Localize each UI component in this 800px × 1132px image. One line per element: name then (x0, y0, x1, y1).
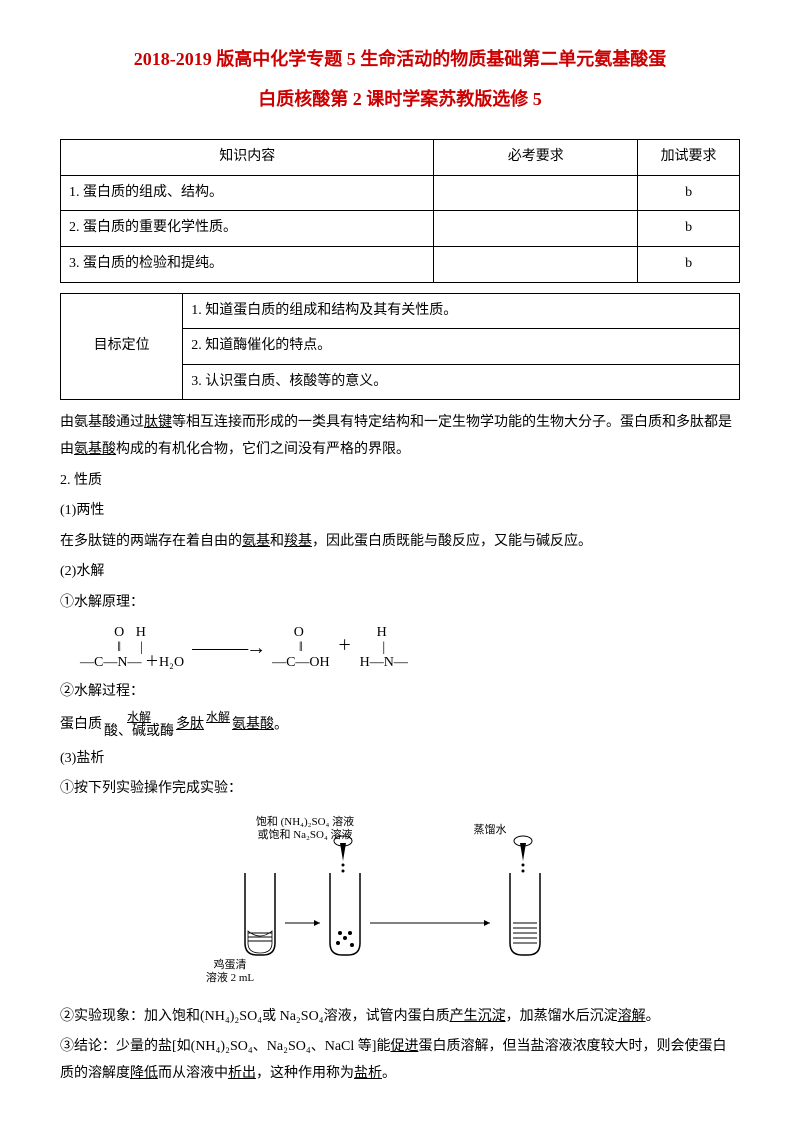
cell: 1. 蛋白质的组成、结构。 (61, 175, 434, 211)
dropper-label-2: 蒸馏水 (474, 822, 507, 836)
atoms-bot: H—N— (360, 655, 408, 670)
hydrolysis-equation: O H ‖ | —C—N— ＋H₂O ———→ O ‖ —C—OH ＋ H | … (80, 625, 740, 671)
step-polypeptide: 多肽 (176, 712, 204, 739)
text: 由氨基酸通过 (60, 415, 144, 430)
underline-cooh: 羧基 (284, 534, 312, 549)
cell (434, 246, 638, 282)
cell (434, 175, 638, 211)
cell: b (638, 246, 740, 282)
obj-label: 目标定位 (61, 293, 183, 400)
intro-paragraph: 由氨基酸通过肽键等相互连接而形成的一类具有特定结构和一定生物学功能的生物大分子。… (60, 410, 740, 463)
th-required: 必考要求 (434, 140, 638, 176)
underline-amino: 氨基酸 (74, 442, 116, 457)
step-aminoacid: 氨基酸 (232, 712, 274, 739)
reaction-arrow: ———→ (192, 629, 264, 667)
objectives-table: 目标定位 1. 知道蛋白质的组成和结构及其有关性质。 2. 知道酶催化的特点。 … (60, 293, 740, 401)
text: ，加蒸馏水后沉淀 (506, 1009, 618, 1024)
text: 。 (646, 1009, 660, 1024)
hydrolysis-process: 蛋白质水解酸、碱或酶多肽水解 氨基酸。 (60, 711, 740, 740)
underline-separate: 析出 (228, 1066, 256, 1081)
cell (434, 211, 638, 247)
th-content: 知识内容 (61, 140, 434, 176)
atoms-top: O (272, 625, 330, 640)
product-amine: H | H—N— (360, 625, 408, 671)
tube-label: 鸡蛋清 (214, 957, 247, 971)
cell: b (638, 211, 740, 247)
tube-vol: 溶液 2 mL (206, 970, 255, 983)
tube-2 (330, 873, 360, 955)
text: 。 (382, 1066, 396, 1081)
obj-item: 3. 认识蛋白质、核酸等的意义。 (183, 364, 740, 400)
subsec-saltout: (3)盐析 (60, 746, 740, 773)
subsec-amphoteric: (1)两性 (60, 498, 740, 525)
text: 和 (270, 534, 284, 549)
atoms-bot: —C—OH (272, 655, 330, 670)
atoms-bot: —C—N— ＋H₂O (80, 655, 184, 670)
requirements-table: 知识内容 必考要求 加试要求 1. 蛋白质的组成、结构。 b 2. 蛋白质的重要… (60, 139, 740, 282)
atoms-top: H (360, 625, 408, 640)
cell: b (638, 175, 740, 211)
subsec-hydrolysis: (2)水解 (60, 559, 740, 586)
sec-properties: 2. 性质 (60, 468, 740, 495)
arrow-step-1: 水解酸、碱或酶 (104, 711, 174, 740)
underline-saltout: 盐析 (354, 1066, 382, 1081)
saltout-op-label: ①按下列实验操作完成实验： (60, 776, 740, 803)
arrow-label: 水解 (206, 711, 230, 724)
period: 。 (274, 718, 288, 733)
text: 而从溶液中 (158, 1066, 228, 1081)
text: ，这种作用称为 (256, 1066, 354, 1081)
table-row: 3. 蛋白质的检验和提纯。 b (61, 246, 740, 282)
product-acid: O ‖ —C—OH (272, 625, 330, 671)
dropper-label-1a: 饱和 (NH₄)₂SO₄ 溶液 (256, 814, 354, 828)
underline-lower: 降低 (130, 1066, 158, 1081)
plus: ＋ (338, 634, 352, 661)
hydrolysis-principle-label: ①水解原理： (60, 590, 740, 617)
underline-promote: 促进 (390, 1039, 418, 1054)
underline-precipitate: 产生沉淀 (450, 1009, 506, 1024)
text: ，因此蛋白质既能与酸反应，又能与碱反应。 (312, 534, 592, 549)
experiment-svg: 饱和 (NH₄)₂SO₄ 溶液 或饱和 Na₂SO₄ 溶液 蒸馏水 鸡蛋清 溶液… (190, 813, 610, 983)
amphoteric-text: 在多肽链的两端存在着自由的氨基和羧基，因此蛋白质既能与酸反应，又能与碱反应。 (60, 529, 740, 556)
text: ③结论：少量的盐[如(NH₄)₂SO₄、Na₂SO₄、NaCl 等]能 (60, 1039, 390, 1054)
text: ②实验现象：加入饱和(NH₄)₂SO₄或 Na₂SO₄溶液，试管内蛋白质 (60, 1009, 450, 1024)
arrow-step-2: 水解 (206, 711, 230, 740)
cell: 2. 蛋白质的重要化学性质。 (61, 211, 434, 247)
obj-item: 1. 知道蛋白质的组成和结构及其有关性质。 (183, 293, 740, 329)
step-protein: 蛋白质 (60, 712, 102, 739)
doc-title: 2018-2019 版高中化学专题 5 生命活动的物质基础第二单元氨基酸蛋 白质… (60, 40, 740, 119)
obj-item: 2. 知道酶催化的特点。 (183, 329, 740, 365)
th-extra: 加试要求 (638, 140, 740, 176)
table-row: 2. 蛋白质的重要化学性质。 b (61, 211, 740, 247)
hydrolysis-process-label: ②水解过程： (60, 679, 740, 706)
text: 构成的有机化合物，它们之间没有严格的界限。 (116, 442, 410, 457)
text: 在多肽链的两端存在着自由的 (60, 534, 242, 549)
underline-nh2: 氨基 (242, 534, 270, 549)
dropper-label-1b: 或饱和 Na₂SO₄ 溶液 (257, 827, 352, 841)
underline-dissolve: 溶解 (618, 1009, 646, 1024)
arrow-sub: 酸、碱或酶 (104, 724, 174, 739)
cell: 3. 蛋白质的检验和提纯。 (61, 246, 434, 282)
underline-peptide: 肽键 (144, 415, 172, 430)
saltout-conclusion: ③结论：少量的盐[如(NH₄)₂SO₄、Na₂SO₄、NaCl 等]能促进蛋白质… (60, 1034, 740, 1087)
saltout-experiment-diagram: 饱和 (NH₄)₂SO₄ 溶液 或饱和 Na₂SO₄ 溶液 蒸馏水 鸡蛋清 溶液… (60, 813, 740, 994)
saltout-observation: ②实验现象：加入饱和(NH₄)₂SO₄或 Na₂SO₄溶液，试管内蛋白质产生沉淀… (60, 1004, 740, 1031)
title-line-1: 2018-2019 版高中化学专题 5 生命活动的物质基础第二单元氨基酸蛋 (134, 49, 667, 69)
table-row: 1. 蛋白质的组成、结构。 b (61, 175, 740, 211)
arrow-label: 水解 (104, 711, 174, 724)
reactant-peptide: O H ‖ | —C—N— ＋H₂O (80, 625, 184, 671)
title-line-2: 白质核酸第 2 课时学案苏教版选修 5 (258, 89, 542, 109)
atoms-top: O H (80, 625, 184, 640)
